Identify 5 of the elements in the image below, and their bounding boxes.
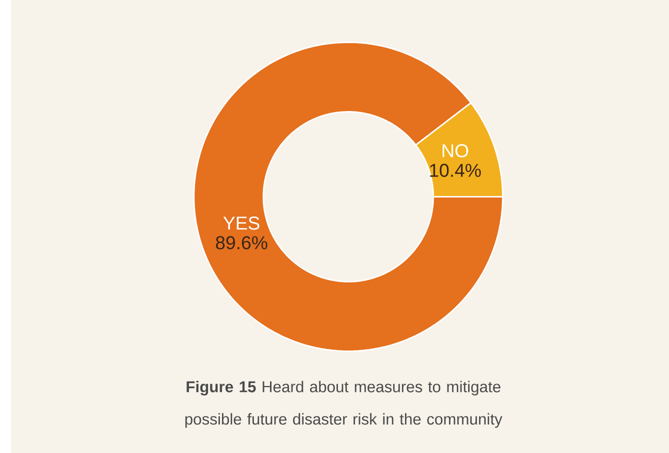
- data-label: 89.6%: [216, 236, 268, 250]
- slice-label: YES: [223, 216, 260, 230]
- slice-label: NO: [442, 144, 468, 158]
- text: Figure 15 Heard about measures to mitigate possible future disaster risk in the community: [185, 380, 502, 428]
- data-label: 10.4%: [430, 164, 481, 177]
